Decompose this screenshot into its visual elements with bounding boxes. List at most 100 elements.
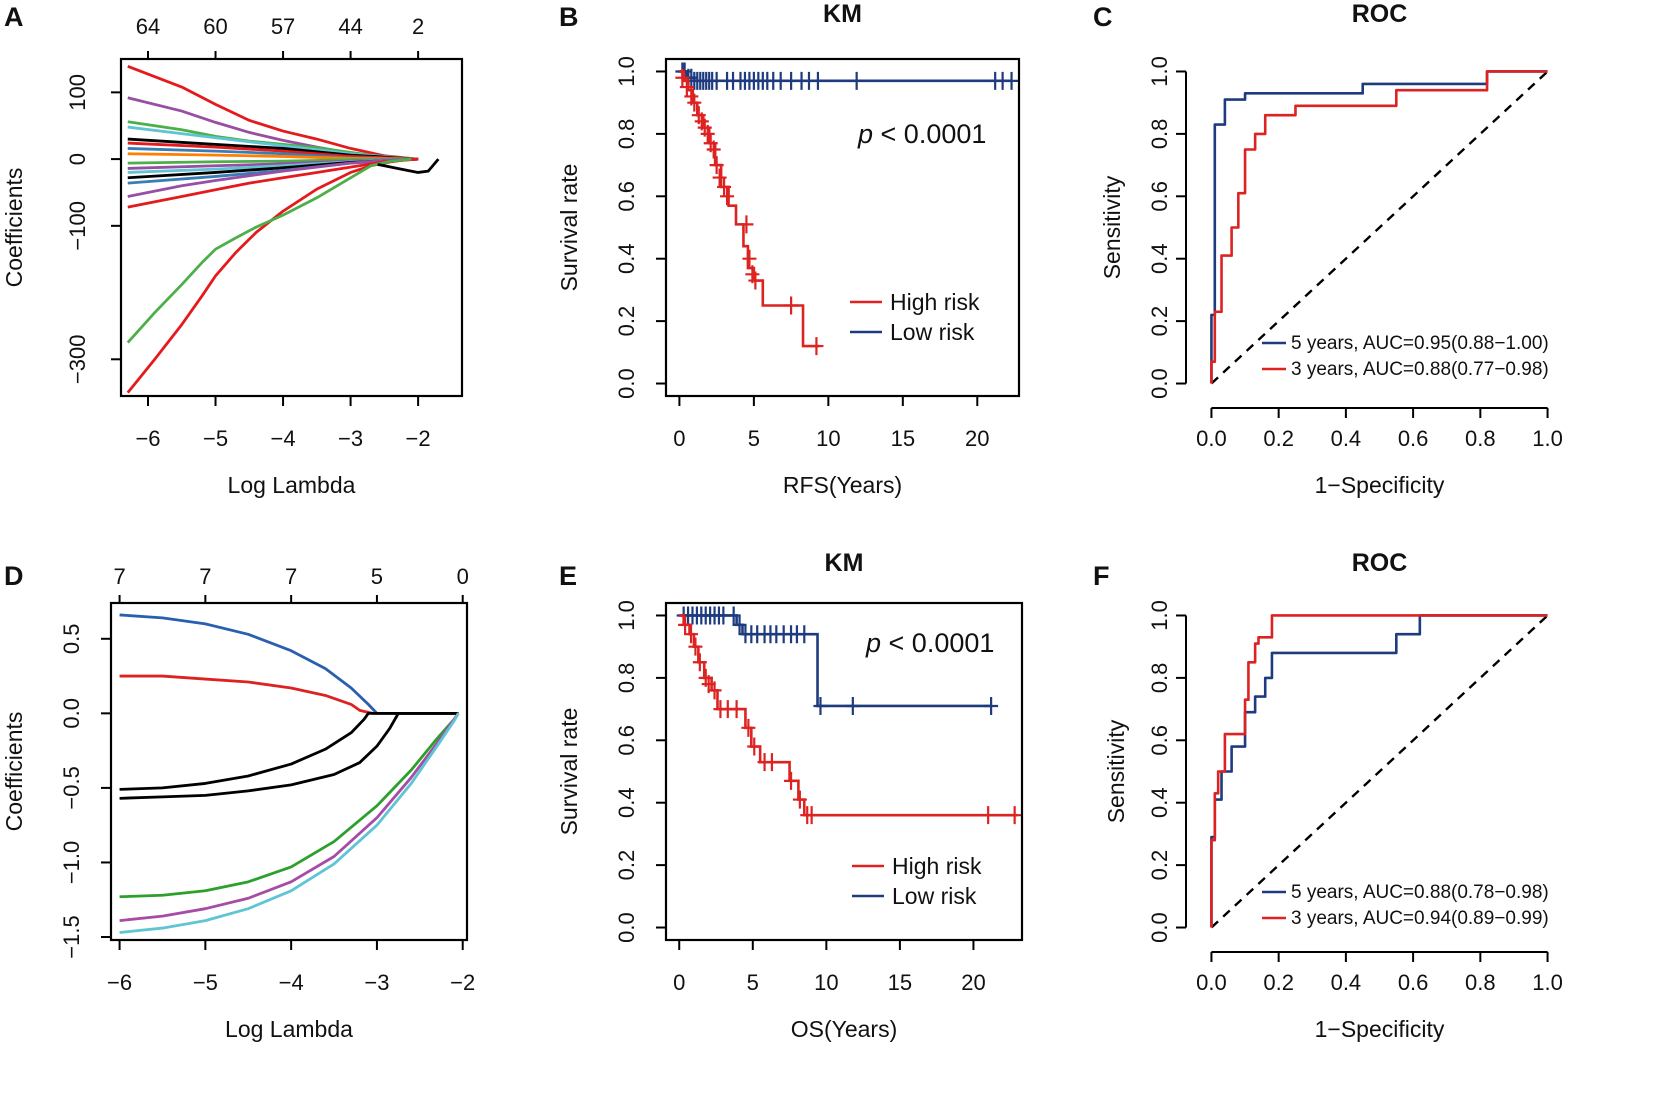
top-tick-label: 60 [203, 14, 227, 39]
x-tick-label: 1.0 [1532, 970, 1563, 995]
y-tick-label: 0 [65, 153, 90, 165]
x-tick-label: 0.2 [1263, 426, 1294, 451]
series-line [127, 157, 419, 198]
censor-mark [845, 696, 860, 715]
y-axis-label: Survival rate [556, 708, 582, 836]
censor-mark [700, 124, 715, 143]
censor-mark [809, 337, 824, 356]
plot-area [675, 62, 1019, 356]
top-tick-label: 7 [285, 564, 297, 589]
panel-letter-A: A [4, 2, 24, 32]
y-tick-label: 0.0 [614, 912, 639, 943]
panel-letter-F: F [1093, 561, 1110, 591]
y-tick-label: 0.4 [1147, 243, 1172, 274]
p-value-symbol: p [857, 119, 873, 149]
series-line [119, 712, 460, 934]
y-tick-label: 1.0 [614, 600, 639, 631]
y-tick-label: 0.0 [1147, 368, 1172, 399]
x-tick-label: 0.0 [1196, 426, 1227, 451]
y-tick-label: 0.8 [1147, 119, 1172, 150]
x-tick-label: −4 [279, 970, 304, 995]
series-coef-black-2 [119, 711, 459, 800]
censor-mark [712, 168, 727, 187]
censor-mark [679, 78, 694, 97]
panel-A: A −6 −5 −4 −3 −2 100 0 −100 −300 64 60 57 44 2 Log Lamb… [1, 2, 464, 498]
series-line [127, 157, 419, 209]
censor-mark [784, 771, 799, 790]
x-tick-label: −5 [203, 426, 228, 451]
y-tick-label: 0.8 [614, 119, 639, 150]
panel-letter-D: D [4, 561, 24, 591]
legend-label: High risk [890, 289, 980, 315]
plot-frame [109, 601, 469, 942]
y-tick-label: 1.0 [1147, 56, 1172, 87]
censor-mark [981, 806, 996, 825]
y-tick-label: 0.4 [614, 243, 639, 274]
y-tick-label: −100 [65, 201, 90, 251]
panel-letter-B: B [559, 2, 579, 32]
p-value-text: < 0.0001 [881, 628, 994, 658]
series-5-years [1210, 614, 1548, 928]
top-tick-label: 64 [136, 14, 160, 39]
series-3-years [1210, 70, 1548, 384]
x-tick-label: −6 [135, 426, 160, 451]
km-curve [679, 70, 1012, 83]
top-tick-label: 0 [457, 564, 469, 589]
x-tick-label: −3 [364, 970, 389, 995]
plot-area [1210, 70, 1549, 385]
y-tick-label: 0.8 [1147, 663, 1172, 694]
series-3-years [1210, 614, 1548, 928]
top-tick-label: 44 [338, 14, 362, 39]
p-value-annotation: p < 0.0001 [857, 119, 986, 149]
chart-title: KM [825, 549, 864, 577]
y-axis-label: Coefficients [1, 168, 27, 288]
x-tick-label: 0.6 [1398, 970, 1429, 995]
y-tick-label: 0.8 [614, 663, 639, 694]
censor-mark [726, 606, 741, 625]
x-tick-label: 15 [891, 426, 915, 451]
y-tick-label: 0.6 [614, 181, 639, 212]
censor-mark [732, 615, 747, 634]
censor-mark [810, 71, 825, 90]
x-tick-label: 20 [965, 426, 989, 451]
y-tick-label: 0.0 [614, 368, 639, 399]
top-tick-label: 5 [371, 564, 383, 589]
y-tick-label: 0.2 [614, 850, 639, 881]
censor-mark [709, 156, 724, 175]
top-tick-label: 7 [199, 564, 211, 589]
censor-mark [678, 615, 693, 634]
y-axis-label: Coefficients [1, 712, 27, 832]
panel-B: B KM 0 5 10 15 20 0.0 0.2 0.4 0.6 0.8 1.0 RFS(Years) S… [556, 0, 1021, 498]
y-tick-label: 100 [65, 74, 90, 111]
series-line [377, 158, 440, 174]
series-coef-purple [119, 712, 460, 923]
series-coef-15 [127, 157, 419, 209]
legend: 5 years, AUC=0.95(0.88−1.00) 3 years, AUC… [1262, 333, 1549, 380]
censor-mark [675, 68, 690, 87]
x-axis-label: OS(Years) [791, 1016, 898, 1042]
censor-mark [720, 187, 735, 206]
x-tick-label: 20 [961, 970, 985, 995]
censor-mark [688, 637, 703, 656]
plot-area [119, 613, 460, 934]
panel-letter-E: E [559, 561, 577, 591]
top-tick-label: 2 [412, 14, 424, 39]
series-coef-green [119, 712, 460, 899]
y-tick-label: 0.0 [59, 698, 84, 729]
y-axis-label: Sensitivity [1099, 175, 1125, 279]
x-tick-label: 0.8 [1465, 970, 1496, 995]
p-value-symbol: p [865, 628, 881, 658]
x-tick-label: 5 [747, 970, 759, 995]
x-tick-label: 0.0 [1196, 970, 1227, 995]
x-axis-label: 1−Specificity [1315, 472, 1445, 498]
series-coef-red [119, 674, 459, 715]
legend-label: 5 years, AUC=0.88(0.78−0.98) [1291, 882, 1549, 903]
censor-mark [684, 625, 699, 644]
x-tick-label: 0.4 [1331, 970, 1362, 995]
censor-mark [797, 625, 812, 644]
legend: High risk Low risk [850, 289, 980, 345]
series-low-risk [675, 62, 1019, 90]
x-tick-label: 0 [673, 426, 685, 451]
series-coef-blue [119, 613, 459, 715]
